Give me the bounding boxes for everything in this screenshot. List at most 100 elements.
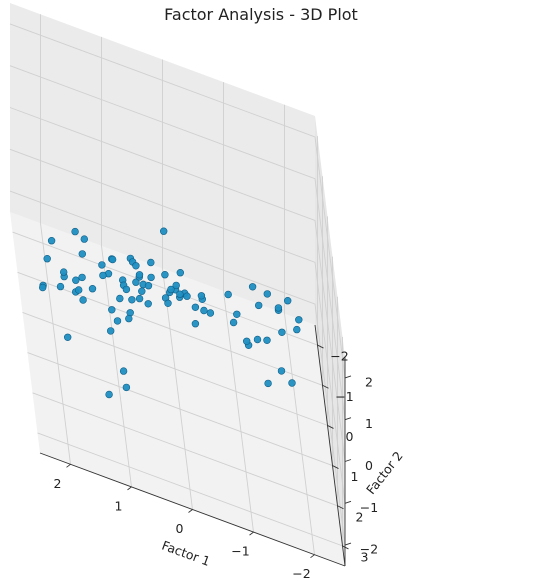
data-point	[128, 296, 136, 304]
data-point	[288, 379, 296, 387]
z-tick-mark	[344, 542, 352, 546]
data-point	[278, 328, 286, 336]
x-tick-label: 0	[176, 521, 184, 536]
data-point	[59, 268, 68, 276]
axis-lines	[39, 324, 352, 567]
data-point	[71, 227, 79, 236]
y-tick-label: 2	[356, 509, 364, 524]
data-point	[56, 282, 65, 291]
data-point	[78, 273, 86, 282]
data-point	[176, 290, 184, 298]
z-tick-mark	[344, 375, 352, 379]
z-tick-mark	[344, 500, 352, 504]
data-point	[206, 309, 215, 317]
data-point	[264, 379, 272, 388]
data-point	[191, 303, 200, 311]
data-point	[164, 299, 172, 307]
grid-line-x	[40, 14, 71, 465]
x-tick-label: 1	[115, 498, 123, 513]
y-axis-line	[314, 324, 346, 567]
z-tick-mark	[344, 459, 352, 462]
data-point	[248, 283, 257, 291]
data-point	[229, 318, 238, 327]
data-point	[135, 294, 144, 303]
data-point	[38, 283, 47, 292]
data-point	[78, 250, 87, 258]
data-point	[263, 290, 271, 298]
data-point	[197, 292, 206, 300]
data-point	[43, 255, 51, 263]
data-point	[295, 316, 303, 324]
y-tick-label: 3	[361, 549, 369, 564]
z-tick-label: −1	[360, 500, 378, 515]
data-point	[172, 281, 180, 290]
data-point	[144, 300, 152, 308]
data-point	[255, 301, 263, 310]
data-point	[293, 325, 301, 334]
data-point	[200, 306, 208, 315]
y-tick-mark	[327, 425, 334, 429]
data-point	[135, 271, 144, 279]
y-tick-mark	[337, 505, 344, 510]
z-tick-label: 0	[365, 458, 373, 473]
grid-line-z	[9, 65, 346, 420]
data-point	[74, 286, 83, 294]
data-point	[263, 336, 271, 344]
x-axis-label: Factor 1	[160, 538, 212, 569]
data-point	[122, 285, 131, 294]
z-tick-label: −2	[360, 542, 378, 557]
data-point	[147, 273, 155, 282]
x-tick-mark	[188, 509, 193, 513]
data-point	[106, 327, 115, 335]
grid-line-x	[284, 104, 315, 555]
data-point	[132, 278, 140, 286]
grid-line-z	[9, 148, 346, 504]
data-point	[138, 287, 146, 295]
x-tick-label: −1	[231, 544, 249, 559]
data-point	[119, 367, 128, 375]
data-point	[98, 261, 106, 269]
data-point	[161, 271, 169, 279]
x-tick-mark	[310, 554, 315, 559]
data-point	[72, 276, 80, 284]
data-point	[284, 297, 292, 305]
y-tick-mark	[317, 344, 324, 349]
data-point	[144, 282, 153, 290]
data-point	[191, 320, 200, 328]
data-point	[113, 317, 122, 325]
data-point	[99, 271, 107, 280]
z-tick-mark	[344, 417, 352, 421]
y-tick-label: −2	[330, 349, 348, 364]
grid-line-z	[9, 107, 346, 462]
x-tick-label: 2	[54, 476, 62, 491]
grid-line-x	[162, 59, 193, 510]
data-point	[122, 383, 131, 392]
y-tick-mark	[342, 545, 349, 550]
x-tick-mark	[127, 486, 132, 491]
scatter-points	[38, 227, 303, 399]
grid-line-z	[9, 190, 346, 546]
data-point	[233, 310, 241, 318]
data-point	[108, 255, 117, 264]
data-point	[63, 333, 72, 341]
data-point	[79, 296, 87, 304]
data-point	[80, 235, 89, 243]
data-point	[176, 269, 185, 277]
data-point	[147, 258, 155, 267]
grid-line-x	[101, 36, 132, 487]
data-point	[125, 314, 133, 323]
data-point	[47, 237, 56, 245]
x-tick-mark	[249, 531, 254, 536]
y-tick-label: 0	[346, 429, 354, 444]
data-point	[132, 262, 140, 270]
x-tick-label: −2	[292, 566, 310, 581]
z-tick-label: 2	[365, 374, 373, 389]
data-point	[277, 367, 286, 375]
data-point	[116, 294, 124, 303]
data-point	[243, 337, 251, 345]
y-tick-label: 1	[351, 469, 359, 484]
data-point	[183, 292, 191, 300]
data-point	[224, 290, 232, 299]
y-tick-mark	[332, 465, 339, 469]
